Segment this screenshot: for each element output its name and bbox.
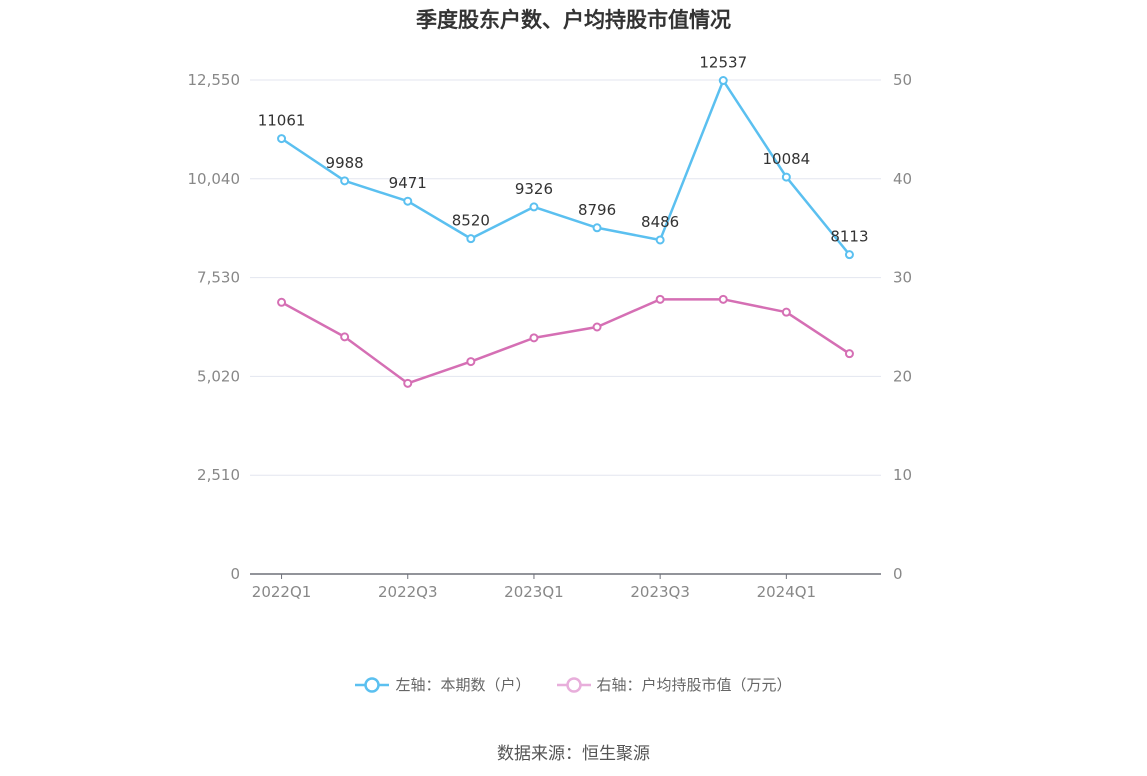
- data-point-households: [844, 250, 854, 260]
- legend-label-avg-market-value: 右轴：户均持股市值（万元）: [596, 676, 792, 694]
- y-left-tick-label: 5,020: [197, 367, 240, 385]
- data-label: 12537: [699, 54, 747, 72]
- x-tick-label: 2023Q3: [630, 583, 690, 601]
- y-right-tick-label: 30: [893, 269, 912, 287]
- data-label: 9988: [326, 154, 364, 172]
- data-point-households: [466, 234, 476, 244]
- y-right-tick-label: 0: [893, 565, 903, 583]
- y-left-tick-label: 10,040: [188, 170, 241, 188]
- data-label: 9471: [389, 174, 427, 192]
- data-point-avg-market-value: [844, 349, 854, 359]
- data-label: 11061: [258, 112, 306, 130]
- legend: 左轴：本期数（户） 右轴：户均持股市值（万元）: [0, 674, 1147, 695]
- axes: 0 0 2,510 10 5,020 20 7,530 30 10,040 40 12,550 50 2…: [188, 71, 913, 601]
- data-label: 10084: [762, 150, 810, 168]
- y-left-tick-label: 2,510: [197, 466, 240, 484]
- data-point-households: [529, 202, 539, 212]
- y-left-tick-label: 7,530: [197, 269, 240, 287]
- x-tick-label: 2022Q1: [252, 583, 312, 601]
- legend-item-households[interactable]: 左轴：本期数（户）: [355, 674, 531, 695]
- data-point-households: [403, 196, 413, 206]
- data-point-households: [592, 223, 602, 233]
- series-line-households: [280, 79, 851, 256]
- x-tick-label: 2023Q1: [504, 583, 564, 601]
- legend-item-avg-market-value[interactable]: 右轴：户均持股市值（万元）: [556, 674, 792, 695]
- y-right-tick-label: 20: [893, 367, 912, 385]
- data-label: 9326: [515, 180, 553, 198]
- legend-line-marker-icon: [556, 676, 591, 693]
- data-point-avg-market-value: [340, 332, 350, 342]
- data-label: 8520: [452, 212, 490, 230]
- data-point-avg-market-value: [466, 357, 476, 367]
- data-point-avg-market-value: [655, 294, 665, 304]
- y-right-tick-label: 40: [893, 170, 912, 188]
- y-right-tick-label: 10: [893, 466, 912, 484]
- data-point-households: [718, 76, 728, 86]
- data-point-households: [277, 134, 287, 144]
- data-point-avg-market-value: [592, 322, 602, 332]
- data-point-avg-market-value: [718, 294, 728, 304]
- data-labels: 11061 9988 9471 8520 9326 8796 8486 12537 10084 8…: [258, 54, 869, 246]
- x-tick-label: 2022Q3: [378, 583, 438, 601]
- y-right-tick-label: 50: [893, 71, 912, 89]
- data-point-households: [655, 235, 665, 245]
- x-tick-label: 2024Q1: [757, 583, 817, 601]
- data-point-households: [340, 176, 350, 186]
- data-point-avg-market-value: [403, 378, 413, 388]
- data-label: 8486: [641, 213, 679, 231]
- series-layer: [277, 76, 854, 388]
- data-point-avg-market-value: [277, 297, 287, 307]
- data-point-households: [781, 172, 791, 182]
- data-label: 8796: [578, 201, 616, 219]
- data-point-avg-market-value: [529, 333, 539, 343]
- y-left-tick-label: 0: [230, 565, 240, 583]
- y-left-tick-label: 12,550: [188, 71, 241, 89]
- data-source-note: 数据来源：恒生聚源: [497, 744, 650, 764]
- grid-lines: [250, 79, 881, 476]
- chart-title: 季度股东户数、户均持股市值情况: [416, 8, 731, 32]
- legend-line-marker-icon: [355, 676, 390, 693]
- data-point-avg-market-value: [781, 307, 791, 317]
- legend-label-households: 左轴：本期数（户）: [395, 676, 531, 694]
- series-line-avg-market-value: [280, 298, 851, 385]
- data-label: 8113: [830, 228, 868, 246]
